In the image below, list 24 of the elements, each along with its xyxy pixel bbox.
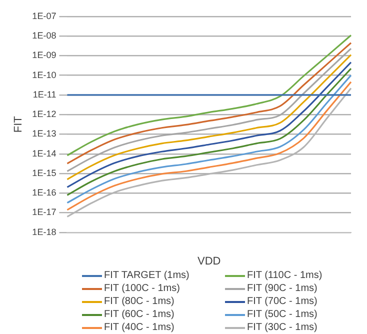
y-tick-label: 1E-08 xyxy=(32,30,56,41)
y-tick-label: 1E-13 xyxy=(32,128,56,139)
y-tick-label: 1E-11 xyxy=(32,89,56,100)
legend-label: FIT (80C - 1ms) xyxy=(104,296,174,308)
legend-label: FIT (30C - 1ms) xyxy=(247,322,318,334)
y-tick-label: 1E-16 xyxy=(32,188,56,198)
y-tick-label: 1E-18 xyxy=(32,226,56,237)
legend-label: FIT (60C - 1ms) xyxy=(104,309,174,321)
y-tick-label: 1E-14 xyxy=(32,148,56,158)
y-tick-label: 1E-10 xyxy=(32,70,56,80)
legend-label: FIT (90C - 1ms) xyxy=(247,283,318,295)
y-tick-label: 1E-07 xyxy=(32,10,56,21)
y-tick-label: 1E-09 xyxy=(32,50,56,60)
legend-label: FIT TARGET (1ms) xyxy=(104,270,190,282)
y-tick-label: 1E-17 xyxy=(32,207,56,218)
x-axis-title: VDD xyxy=(197,255,221,268)
y-tick-label: 1E-12 xyxy=(32,109,56,120)
y-tick-label: 1E-15 xyxy=(32,168,56,178)
legend-label: FIT (70C - 1ms) xyxy=(247,296,318,308)
legend-label: FIT (100C - 1ms) xyxy=(104,283,180,295)
legend-label: FIT (110C - 1ms) xyxy=(247,270,322,282)
legend-label: FIT (40C - 1ms) xyxy=(104,322,174,334)
legend-label: FIT (50C - 1ms) xyxy=(247,309,318,321)
y-axis-title: FIT xyxy=(12,116,25,133)
